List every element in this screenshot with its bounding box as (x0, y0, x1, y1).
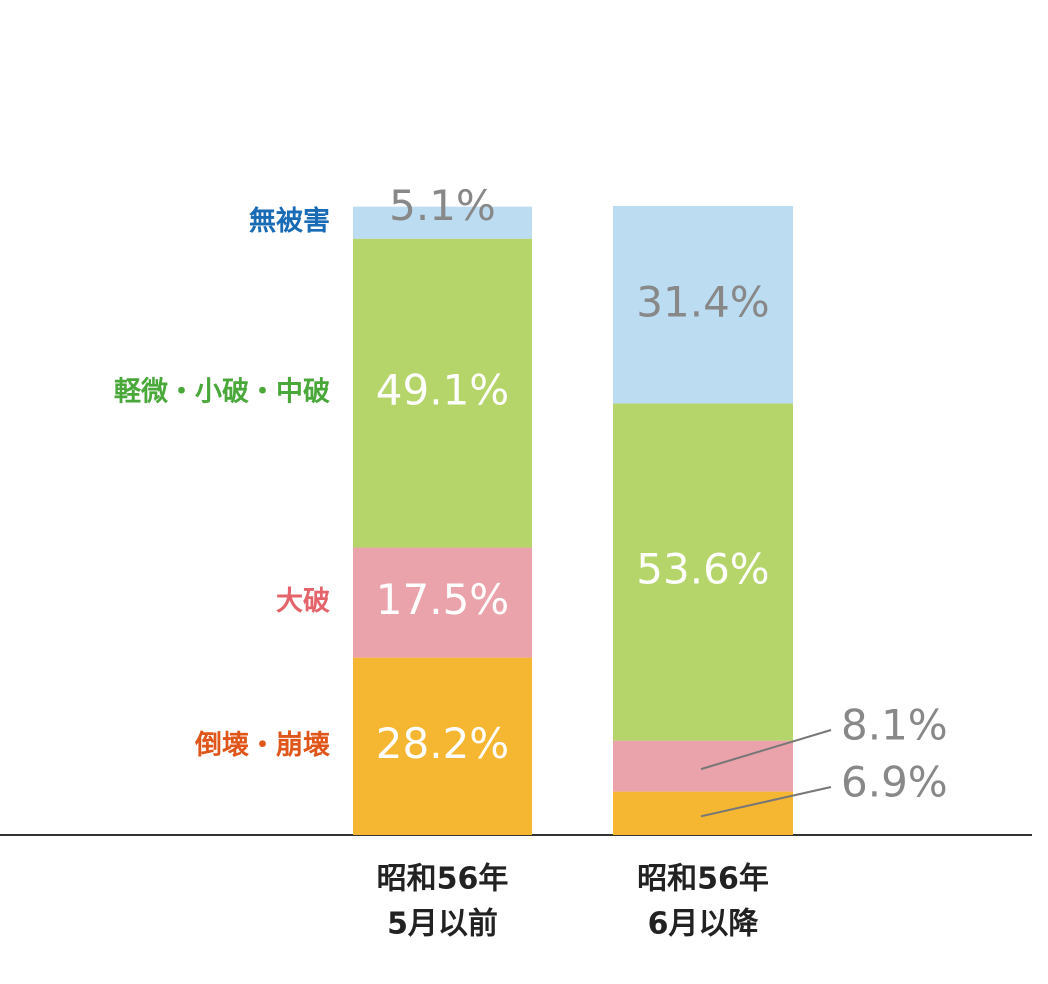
legend-label: 軽微・小破・中破 (114, 377, 330, 408)
bar-segment (353, 238, 532, 548)
value-label: 31.4% (636, 277, 769, 326)
value-label: 5.1% (389, 181, 496, 230)
legend-label: 無被害 (249, 205, 330, 237)
x-tick-label: 昭和56年 (377, 862, 509, 897)
legend-label: 倒壊・崩壊 (194, 730, 330, 761)
bar-segment (353, 206, 532, 239)
value-label: 6.9% (841, 758, 948, 807)
value-label: 49.1% (376, 366, 509, 415)
leader-line (700, 786, 832, 818)
x-tick-label: 5月以前 (387, 907, 498, 942)
bar-segment (613, 403, 793, 741)
value-label: 8.1% (841, 701, 948, 750)
bar-segment (353, 657, 532, 835)
leader-line (700, 729, 832, 771)
x-tick-label: 昭和56年 (637, 862, 769, 897)
bar-segment (613, 791, 793, 835)
value-label: 53.6% (636, 545, 769, 594)
x-tick-label: 6月以降 (648, 907, 760, 942)
bar-segment (613, 206, 793, 404)
value-label: 17.5% (376, 575, 509, 624)
legend-label: 大破 (276, 586, 330, 617)
bar-segment (353, 547, 532, 658)
value-label: 28.2% (376, 719, 509, 768)
bar-segment (613, 740, 793, 792)
